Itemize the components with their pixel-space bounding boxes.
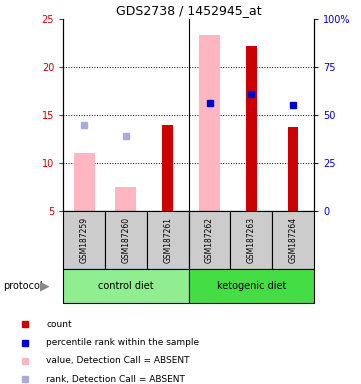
Bar bbox=[272, 211, 314, 269]
Bar bbox=[63, 211, 105, 269]
Bar bbox=[230, 211, 272, 269]
Text: GSM187264: GSM187264 bbox=[289, 217, 298, 263]
Text: GSM187260: GSM187260 bbox=[121, 217, 130, 263]
Text: ketogenic diet: ketogenic diet bbox=[217, 281, 286, 291]
Text: ▶: ▶ bbox=[40, 280, 50, 293]
Text: GSM187263: GSM187263 bbox=[247, 217, 256, 263]
Bar bbox=[63, 269, 188, 303]
Bar bbox=[74, 153, 95, 211]
Text: value, Detection Call = ABSENT: value, Detection Call = ABSENT bbox=[46, 356, 190, 366]
Text: protocol: protocol bbox=[4, 281, 43, 291]
Bar bbox=[105, 211, 147, 269]
Text: count: count bbox=[46, 319, 72, 329]
Bar bbox=[188, 211, 230, 269]
Bar bbox=[162, 125, 173, 211]
Text: GSM187259: GSM187259 bbox=[79, 217, 88, 263]
Bar bbox=[199, 35, 220, 211]
Text: percentile rank within the sample: percentile rank within the sample bbox=[46, 338, 199, 347]
Bar bbox=[116, 187, 136, 211]
Bar bbox=[246, 46, 257, 211]
Bar bbox=[288, 127, 299, 211]
Text: rank, Detection Call = ABSENT: rank, Detection Call = ABSENT bbox=[46, 375, 185, 384]
Text: GSM187262: GSM187262 bbox=[205, 217, 214, 263]
Text: GSM187261: GSM187261 bbox=[163, 217, 172, 263]
Bar bbox=[188, 269, 314, 303]
Bar bbox=[147, 211, 188, 269]
Text: control diet: control diet bbox=[98, 281, 154, 291]
Title: GDS2738 / 1452945_at: GDS2738 / 1452945_at bbox=[116, 3, 261, 17]
